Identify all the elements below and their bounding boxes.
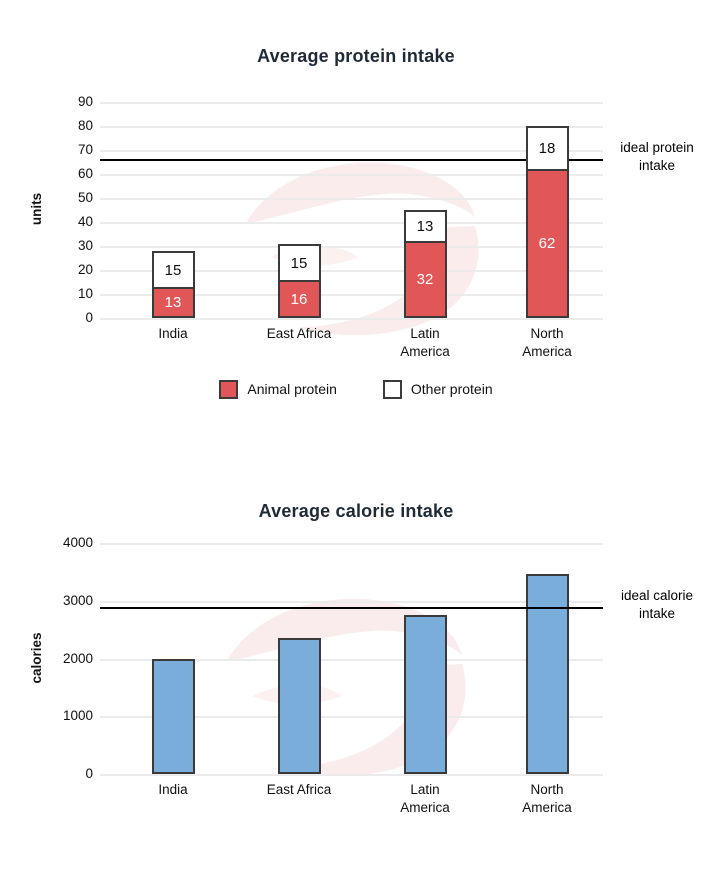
y-tick-label: 80 — [77, 118, 93, 133]
gridline — [100, 659, 603, 661]
y-tick-label: 70 — [77, 142, 93, 157]
x-category-label-line: North — [530, 326, 564, 341]
y-tick-label: 1000 — [62, 708, 93, 723]
bar-north-america — [525, 574, 569, 774]
y-tick-label: 90 — [77, 94, 93, 109]
y-tick-label: 2000 — [62, 651, 93, 666]
gridline — [100, 174, 603, 176]
legend-label-other-protein: Other protein — [410, 381, 493, 397]
bar-value-other-protein: 15 — [164, 261, 182, 279]
y-tick-label: 20 — [77, 262, 93, 277]
bar-value-animal-protein: 32 — [416, 271, 434, 288]
bar-segment-animal-protein — [279, 280, 319, 316]
chart-title-protein: Average protein intake — [257, 46, 455, 66]
x-category-label-line: America — [400, 344, 450, 359]
bar-north-america: 62 18 — [525, 126, 569, 318]
y-tick-label: 30 — [77, 238, 93, 253]
gridline — [100, 126, 603, 128]
bar-value-other-protein: 15 — [290, 254, 308, 272]
y-tick-label: 0 — [85, 310, 93, 325]
y-tick-label: 10 — [77, 286, 93, 301]
legend-item-other-protein: Other protein — [382, 379, 493, 399]
bar-latin-america — [403, 615, 447, 774]
x-category-label-line: Latin — [410, 326, 440, 341]
watermark-icon — [246, 162, 479, 335]
guideline-ideal-intake — [100, 607, 603, 609]
guideline-ideal-intake — [100, 159, 603, 161]
gridline — [100, 222, 603, 224]
x-category-label: India — [118, 325, 228, 343]
gridline — [100, 543, 603, 545]
gridline — [100, 198, 603, 200]
x-category-label-line: East Africa — [266, 326, 332, 341]
gridline — [100, 716, 603, 718]
bar-east-africa: 16 15 — [277, 244, 321, 318]
gridline — [100, 246, 603, 248]
y-tick-label: 3000 — [62, 593, 93, 608]
x-category-label: Latin America — [370, 325, 480, 361]
bar-segment-animal-protein — [527, 169, 567, 316]
guideline-label-ideal-protein: ideal protein intake — [620, 140, 694, 173]
x-category-label: India — [118, 781, 228, 799]
legend-label-animal-protein: Animal protein — [247, 381, 337, 397]
gridline — [100, 270, 603, 272]
x-category-label-line: India — [158, 782, 188, 797]
gridline — [100, 601, 603, 603]
x-category-label: Latin America — [370, 781, 480, 817]
bar-value-other-protein: 18 — [538, 140, 556, 157]
x-category-label: East Africa — [244, 781, 354, 799]
x-category-label-line: North — [530, 782, 564, 797]
bar-value-animal-protein: 62 — [538, 235, 556, 252]
bar-india — [151, 659, 195, 774]
x-category-label-line: East Africa — [266, 782, 332, 797]
bar-india: 13 15 — [151, 251, 195, 318]
y-tick-label: 50 — [77, 190, 93, 205]
gridline — [100, 294, 603, 296]
bar-segment-animal-protein — [153, 287, 193, 316]
legend-swatch-other-protein — [382, 379, 402, 399]
x-category-label: East Africa — [244, 325, 354, 343]
y-tick-label: 60 — [77, 166, 93, 181]
legend-item-animal-protein: Animal protein — [219, 379, 337, 399]
gridline — [100, 318, 603, 320]
legend-swatch-animal-protein — [219, 379, 239, 399]
gridline — [100, 102, 603, 104]
bar-value-animal-protein: 13 — [164, 294, 182, 311]
x-category-label-line: America — [522, 800, 572, 815]
chart-title-calorie: Average calorie intake — [258, 501, 454, 521]
y-axis-label-calories: calories — [29, 632, 44, 684]
bar-latin-america: 32 13 — [403, 210, 447, 318]
bar-value-animal-protein: 16 — [290, 290, 308, 308]
x-category-label: North America — [492, 325, 602, 361]
y-tick-label: 0 — [85, 766, 93, 781]
x-category-label-line: America — [522, 344, 572, 359]
gridline — [100, 774, 603, 776]
y-tick-label: 40 — [77, 214, 93, 229]
y-axis-label-units: units — [29, 192, 44, 226]
legend: Animal protein Other protein — [0, 379, 712, 399]
gridline — [100, 150, 603, 152]
bar-value-other-protein: 13 — [416, 218, 434, 235]
bar-segment-animal-protein — [405, 241, 445, 316]
bar-east-africa — [277, 638, 321, 774]
guideline-label-ideal-calorie: ideal calorie intake — [620, 588, 694, 621]
x-category-label: North America — [492, 781, 602, 817]
y-tick-label: 4000 — [62, 535, 93, 550]
x-category-label-line: Latin — [410, 782, 440, 797]
x-category-label-line: India — [158, 326, 188, 341]
x-category-label-line: America — [400, 800, 450, 815]
